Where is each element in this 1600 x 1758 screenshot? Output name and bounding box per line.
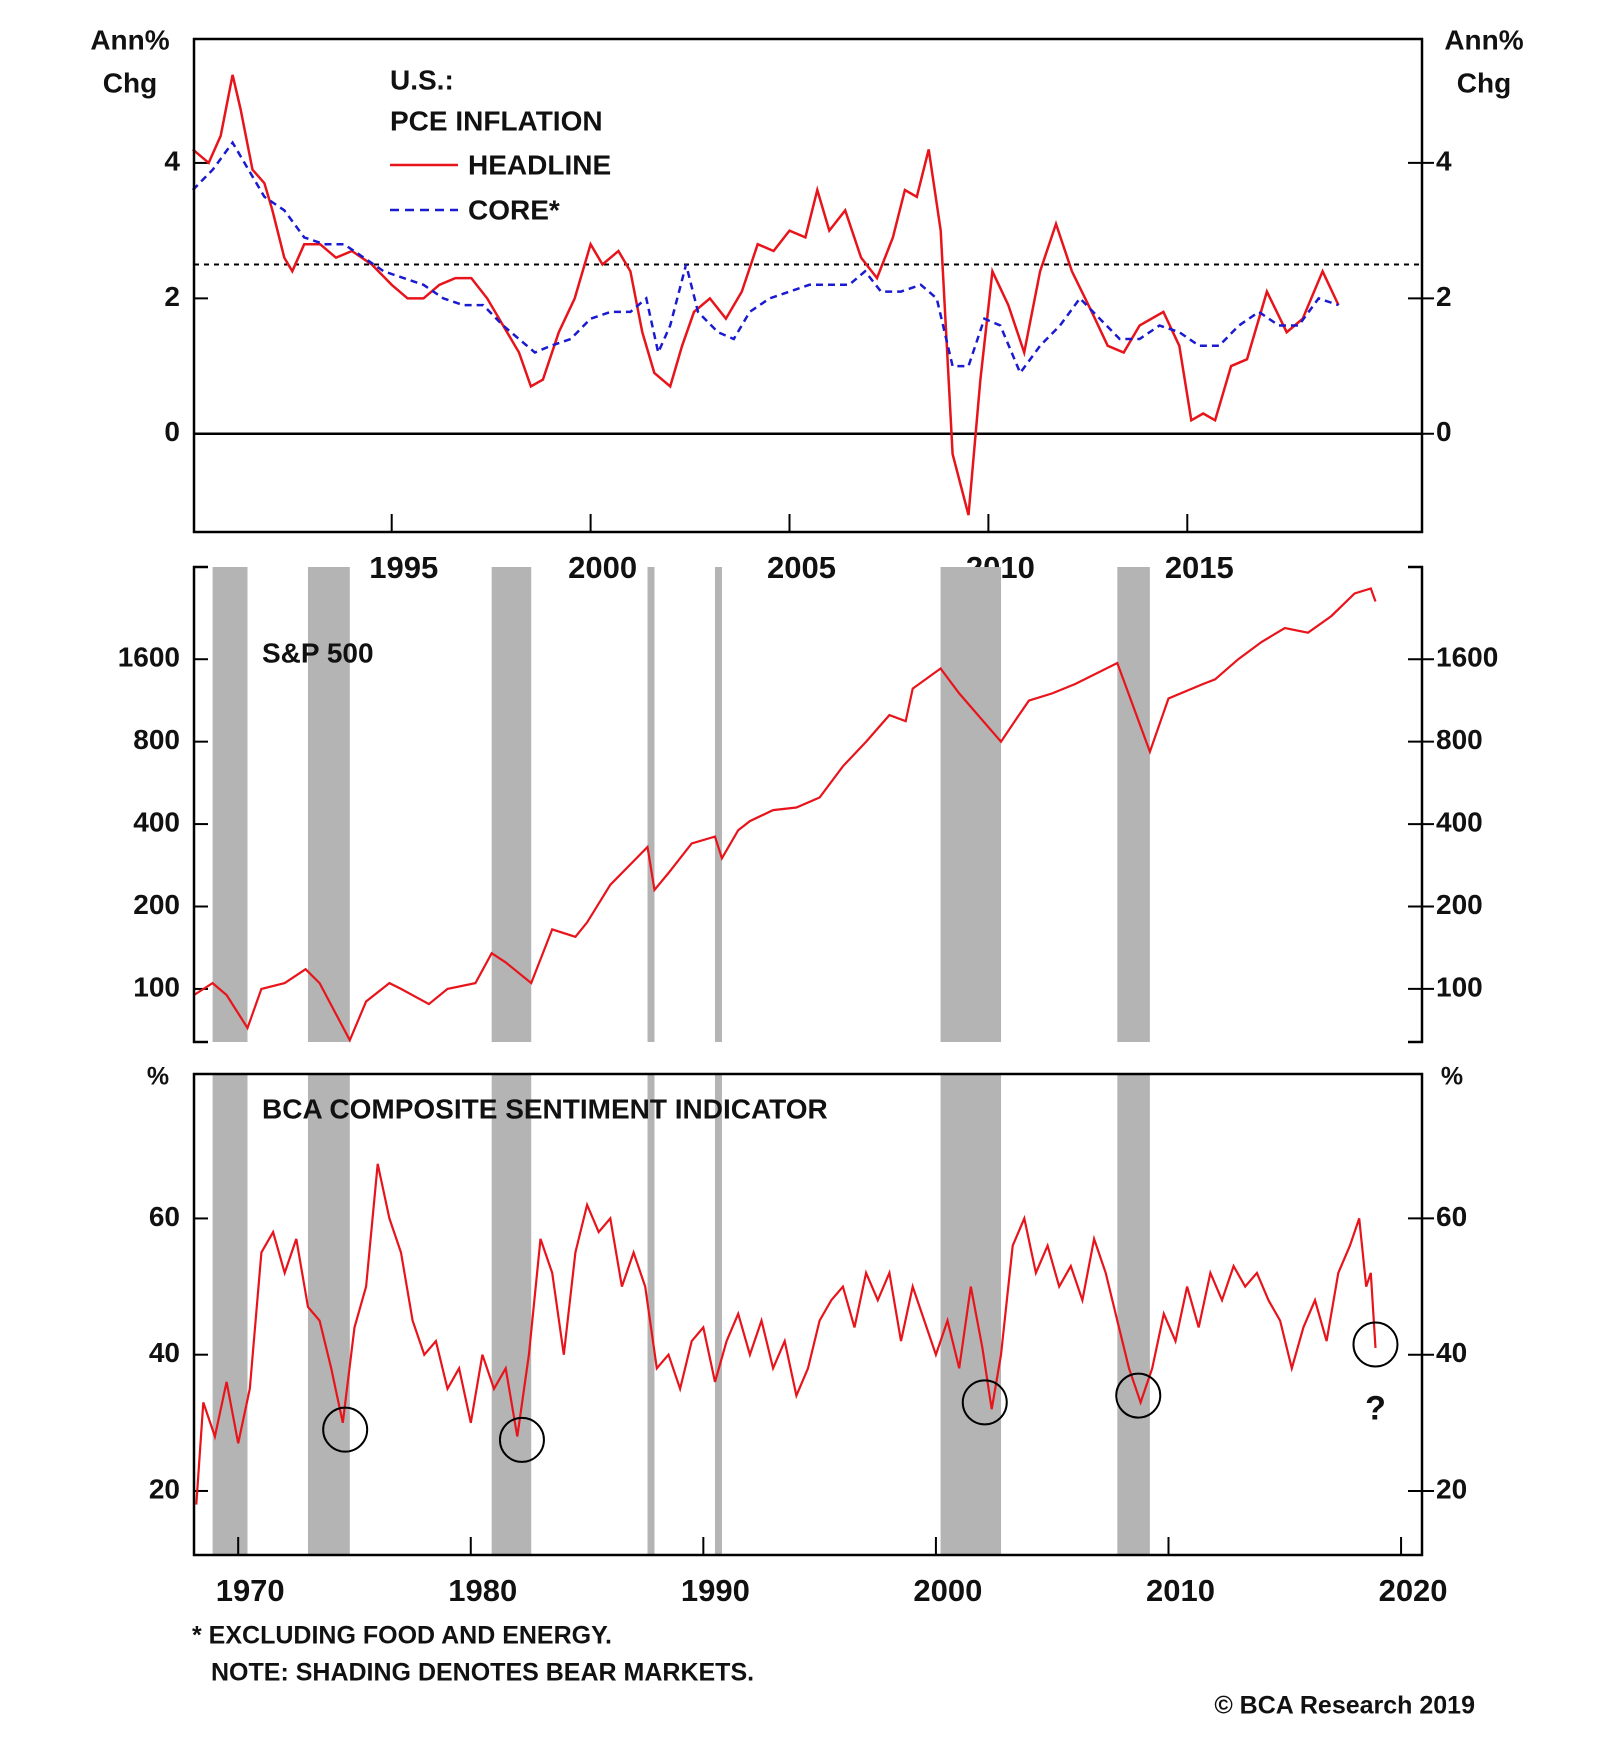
x-tick-label: 1990 bbox=[681, 1573, 750, 1608]
y-tick-label: 40 bbox=[1436, 1337, 1467, 1368]
y-axis-label: Chg bbox=[103, 67, 157, 98]
x-tick-label: 1980 bbox=[448, 1573, 517, 1608]
y-tick-label: 400 bbox=[1436, 806, 1483, 837]
x-tick-label: 2005 bbox=[767, 550, 836, 585]
bear-market-shading bbox=[491, 567, 532, 1042]
y-tick-label: 0 bbox=[1436, 416, 1452, 447]
y-tick-label: 4 bbox=[164, 145, 180, 176]
x-tick-label: 2015 bbox=[1165, 550, 1234, 585]
bear-market-shading bbox=[647, 1074, 655, 1555]
legend-label: HEADLINE bbox=[468, 149, 611, 180]
x-tick-label: 2000 bbox=[913, 1573, 982, 1608]
panel-frame bbox=[192, 37, 1424, 534]
y-axis-label: Ann% bbox=[1444, 24, 1523, 55]
source: © BCA Research 2019 bbox=[1214, 1692, 1475, 1720]
highlight-circle bbox=[498, 1416, 545, 1463]
highlight-circle bbox=[322, 1406, 369, 1453]
panel-title: BCA COMPOSITE SENTIMENT INDICATOR bbox=[262, 1093, 828, 1124]
y-tick-label: 200 bbox=[133, 889, 180, 920]
bear-market-shading bbox=[212, 567, 248, 1042]
bear-market-shading bbox=[940, 1074, 1002, 1555]
y-tick-label: 60 bbox=[149, 1201, 180, 1232]
x-tick-label: 2020 bbox=[1379, 1573, 1448, 1608]
y-tick-label: 2 bbox=[1436, 281, 1452, 312]
y-tick-label: 0 bbox=[164, 416, 180, 447]
x-tick-label: 1970 bbox=[216, 1573, 285, 1608]
bear-market-shading bbox=[307, 567, 350, 1042]
y-tick-label: 100 bbox=[133, 971, 180, 1002]
y-tick-label: 1600 bbox=[118, 642, 180, 673]
series-line bbox=[191, 74, 1340, 516]
y-axis-label: Ann% bbox=[90, 24, 169, 55]
y-tick-label: 60 bbox=[1436, 1201, 1467, 1232]
y-tick-label: 800 bbox=[133, 724, 180, 755]
x-tick-label: 1995 bbox=[369, 550, 438, 585]
highlight-circle bbox=[961, 1379, 1008, 1426]
y-tick-label: 20 bbox=[149, 1473, 180, 1504]
x-tick-label: 2010 bbox=[1146, 1573, 1215, 1608]
legend-title: U.S.: bbox=[390, 64, 454, 95]
footnote: * EXCLUDING FOOD AND ENERGY. bbox=[192, 1622, 612, 1650]
y-axis-label: Chg bbox=[1457, 67, 1511, 98]
y-tick-label: 200 bbox=[1436, 889, 1483, 920]
y-tick-label: 100 bbox=[1436, 971, 1483, 1002]
highlight-circle bbox=[1115, 1372, 1162, 1419]
footnote: NOTE: SHADING DENOTES BEAR MARKETS. bbox=[211, 1659, 754, 1687]
panel-frame bbox=[192, 565, 1424, 1044]
annotation: ? bbox=[1365, 1389, 1386, 1427]
series-line bbox=[191, 140, 1339, 376]
y-tick-label: 800 bbox=[1436, 724, 1483, 755]
series-line bbox=[195, 1163, 1377, 1505]
bear-market-shading bbox=[714, 1074, 722, 1555]
y-tick-label: 1600 bbox=[1436, 642, 1498, 673]
legend-label: CORE* bbox=[468, 194, 560, 225]
bear-market-shading bbox=[940, 567, 1002, 1042]
y-tick-label: 2 bbox=[164, 281, 180, 312]
x-tick-label: 2000 bbox=[568, 550, 637, 585]
legend-title: PCE INFLATION bbox=[390, 105, 603, 136]
bear-market-shading bbox=[1117, 567, 1150, 1042]
y-tick-label: 20 bbox=[1436, 1473, 1467, 1504]
y-tick-label: 400 bbox=[133, 806, 180, 837]
y-axis-label: % bbox=[1441, 1063, 1463, 1091]
y-tick-label: 40 bbox=[149, 1337, 180, 1368]
panel-title: S&P 500 bbox=[262, 637, 374, 668]
series-line bbox=[193, 587, 1377, 1043]
bear-market-shading bbox=[1117, 1074, 1150, 1555]
y-tick-label: 4 bbox=[1436, 145, 1452, 176]
bear-market-shading bbox=[212, 1074, 248, 1555]
bear-market-shading bbox=[714, 567, 722, 1042]
highlight-circle bbox=[1352, 1321, 1399, 1368]
bear-market-shading bbox=[647, 567, 655, 1042]
bear-market-shading bbox=[491, 1074, 532, 1555]
panel-frame bbox=[192, 1072, 1424, 1557]
y-axis-label: % bbox=[147, 1063, 169, 1091]
